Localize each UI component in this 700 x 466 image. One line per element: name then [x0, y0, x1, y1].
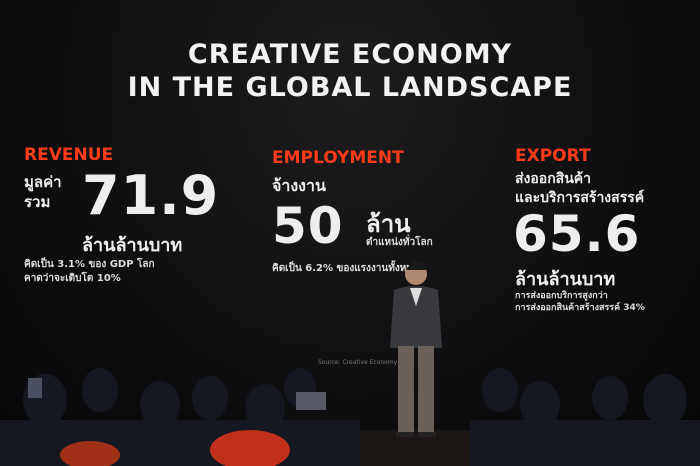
audience — [0, 368, 700, 466]
employment-value: 50 — [272, 197, 344, 255]
revenue-note-2: คาดว่าจะเติบโต 10% — [24, 273, 121, 284]
export-label: ส่งออกสินค้า และบริการสร้างสรรค์ — [515, 170, 644, 208]
export-note-1: การส่งออกบริการสูงกว่า — [515, 291, 608, 301]
revenue-heading: REVENUE — [24, 145, 114, 165]
revenue-label-2: รวม — [24, 193, 51, 211]
employment-label: จ้างงาน — [272, 176, 326, 195]
export-label-2: และบริการสร้างสรรค์ — [515, 190, 645, 206]
export-label-1: ส่งออกสินค้า — [515, 171, 592, 187]
slide-title: CREATIVE ECONOMY IN THE GLOBAL LANDSCAPE — [0, 38, 700, 104]
employment-unit: ล้าน — [366, 210, 411, 238]
export-unit: ล้านล้านบาท — [515, 269, 616, 290]
employment-unit-sub: ตำแหน่งทั่วโลก — [366, 237, 433, 248]
revenue-unit: ล้านล้านบาท — [82, 235, 183, 256]
source-text: Source: Creative Economy Ou... — [318, 359, 414, 366]
revenue-note: คิดเป็น 3.1% ของ GDP โลก คาดว่าจะเติบโต … — [24, 258, 155, 286]
export-heading: EXPORT — [515, 146, 591, 166]
export-value: 65.6 — [513, 205, 641, 263]
revenue-note-1: คิดเป็น 3.1% ของ GDP โลก — [24, 259, 155, 270]
title-line-1: CREATIVE ECONOMY — [187, 39, 513, 70]
revenue-label-1: มูลค่า — [24, 173, 62, 191]
employment-note: คิดเป็น 6.2% ของแรงงานทั้งหมด — [272, 263, 420, 274]
employment-heading: EMPLOYMENT — [272, 148, 404, 168]
speaker — [390, 260, 442, 437]
revenue-value: 71.9 — [82, 164, 220, 227]
revenue-label: มูลค่า รวม — [24, 172, 62, 212]
title-line-2: IN THE GLOBAL LANDSCAPE — [127, 72, 573, 103]
export-note-2: การส่งออกสินค้าสร้างสรรค์ 34% — [515, 303, 645, 313]
export-note: การส่งออกบริการสูงกว่า การส่งออกสินค้าสร… — [515, 290, 645, 314]
